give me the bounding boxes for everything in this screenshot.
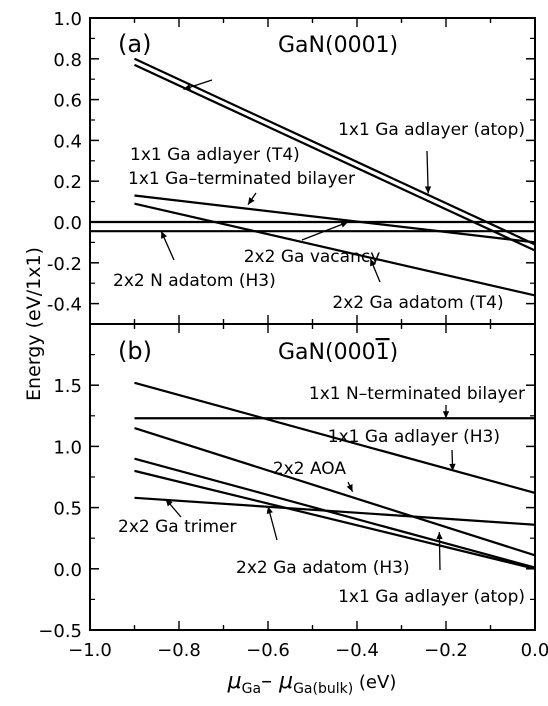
annotation-arrowhead [247,197,255,205]
x-tick-label: −0.6 [246,640,290,661]
y-tick-label: -0.4 [47,295,82,316]
panel-a-title: GaN(0001) [278,33,398,58]
annotation-label: 1x1 N–terminated bilayer [309,384,525,404]
annotation-label: 1x1 Ga adlayer (H3) [328,427,500,447]
y-tick-label: 0.0 [53,213,82,234]
panel-b-title-overbar: 1 [376,340,390,365]
annotation-arrowhead [346,483,353,492]
series-line [134,426,536,557]
series-line [134,194,536,244]
y-tick-label: 1.0 [53,9,82,30]
panel-b-label: (b) [118,337,152,365]
panel-b-annotations: 1x1 N–terminated bilayer 1x1 Ga adlayer (… [118,384,525,607]
y-tick-label: 1.5 [53,376,82,397]
panel-a-label: (a) [118,30,151,58]
annotation-label: 1x1 Ga adlayer (atop) [338,120,525,140]
panel-b-title: GaN(0001) [278,340,398,365]
x-tick-label: −0.8 [157,640,201,661]
annotation-label: 2x2 Ga adatom (T4) [332,293,503,313]
y-tick-label: 0.0 [53,560,82,581]
series-line [134,469,536,570]
series-line [134,496,536,526]
annotation-arrowhead [340,221,349,228]
x-tick-label: −1.0 [68,640,112,661]
series-line [134,63,536,252]
annotation-arrowhead [161,231,167,239]
y-tick-label: 0.8 [53,50,82,71]
panel-a-series [90,57,536,297]
annotation-arrowhead [449,463,456,471]
y-tick-label: 0.4 [53,131,82,152]
y-axis-label: Energy (eV/1x1) [23,247,45,401]
panel-b-ticks: −0.5 0.0 0.5 1.0 1.5 −1.0 −0.8 −0.6 −0.4 −0.2 0.0 [38,323,548,661]
panel-a-ticks: -0.4 -0.2 0.0 0.2 0.4 0.6 0.8 1.0 [47,9,536,325]
x-tick-label: 0.0 [521,640,548,661]
annotation-arrowhead [370,258,376,267]
annotation-arrowhead [442,411,450,419]
y-tick-label: 0.2 [53,172,82,193]
x-tick-label: −0.4 [335,640,379,661]
annotation-label: 2x2 Ga adatom (H3) [236,558,410,578]
annotation-arrow [426,150,429,194]
y-tick-label: 1.0 [53,437,82,458]
annotation-arrowhead [183,84,192,91]
series-line [134,457,536,569]
annotation-arrow [301,221,349,241]
y-tick-label: −0.5 [38,621,82,642]
annotation-arrowhead [424,186,432,194]
annotation-label: 1x1 Ga adlayer (atop) [338,587,525,607]
panel-b-series [134,381,536,570]
annotation-arrowhead [266,506,273,514]
annotation-arrowhead [436,532,443,540]
panel-a-annotations: 1x1 Ga adlayer (T4) 1x1 Ga adlayer (atop)… [113,79,525,313]
annotation-label: 2x2 Ga vacancy [244,247,381,267]
series-line [134,202,536,297]
x-axis-label: μGa– μGa(bulk) (eV) [227,669,397,697]
series-line [134,57,536,246]
annotation-label: 2x2 N adatom (H3) [113,271,276,291]
annotation-label: 2x2 Ga trimer [118,517,236,537]
annotation-arrowhead [165,499,173,507]
annotation-label: 1x1 Ga–terminated bilayer [128,169,355,189]
annotation-label: 2x2 AOA [273,459,347,479]
y-tick-label: 0.6 [53,91,82,112]
x-tick-label: −0.2 [424,640,468,661]
y-tick-label: -0.2 [47,254,82,275]
annotation-label: 1x1 Ga adlayer (T4) [130,145,300,165]
series-line [134,381,536,494]
y-tick-label: 0.5 [53,499,82,520]
